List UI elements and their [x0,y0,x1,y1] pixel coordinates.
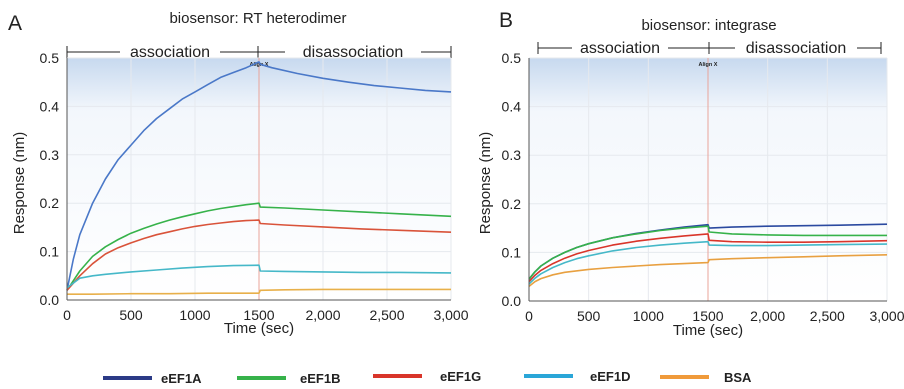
phase-label-disassociation: disassociation [303,44,404,61]
y-tick-labels: 0.0 0.1 0.2 0.3 0.4 0.5 [502,50,522,309]
y-tick-label: 0.4 [502,99,522,115]
x-axis-label: Time (sec) [224,320,294,337]
legend-label: eEF1D [590,369,630,384]
y-tick-label: 0.1 [502,244,522,260]
y-tick-label: 0.5 [40,50,60,66]
y-tick-label: 0.0 [502,293,522,309]
x-tick-label: 1000 [633,308,664,324]
phase-label-association: association [580,40,660,57]
phase-label-disassociation: disassociation [746,40,847,57]
y-tick-label: 0.1 [40,244,60,260]
chart-title: biosensor: RT heterodimer [169,10,346,27]
series-line [66,61,452,291]
x-tick-label: 500 [577,308,601,324]
x-tick-label: 0 [63,307,71,323]
y-tick-label: 0.3 [40,147,60,163]
x-tick-label: 3,000 [433,307,468,323]
y-tick-labels: 0.0 0.1 0.2 0.3 0.4 0.5 [40,50,60,308]
x-tick-labels: 0 500 1000 1500 2,000 2,500 3,000 [63,307,469,323]
y-axis-label: Response (nm) [11,132,28,235]
legend-label: eEF1G [440,369,481,384]
y-axis-label: Response (nm) [477,132,494,235]
x-tick-label: 2,500 [810,308,845,324]
x-tick-label: 3,000 [869,308,904,324]
x-tick-label: 2,500 [369,307,404,323]
series-group [528,223,888,288]
x-tick-label: 1000 [179,307,210,323]
panel-letter: B [499,9,513,32]
panel-a: A biosensor: RT heterodimer association … [8,10,469,337]
series-line [66,264,452,289]
x-tick-label: 1500 [243,307,274,323]
legend-label: BSA [724,370,752,385]
x-tick-label: 2,000 [305,307,340,323]
series-line [528,254,888,288]
x-tick-label: 0 [525,308,533,324]
legend-label: eEF1B [300,371,340,386]
series-line [66,219,452,291]
x-tick-labels: 0 500 1000 1500 2,000 2,500 3,000 [525,308,904,324]
panel-letter: A [8,12,22,35]
y-tick-label: 0.0 [40,292,60,308]
x-tick-label: 1500 [692,308,723,324]
legend-item: eEF1A [103,371,202,386]
series-line [528,233,888,283]
y-tick-label: 0.2 [40,195,60,211]
chart-title: biosensor: integrase [641,17,776,34]
phase-label-association: association [130,44,210,61]
panel-b: B biosensor: integrase association disas… [477,9,904,339]
series-group [66,61,452,295]
phase-brackets: association disassociation [537,38,882,57]
legend-item: eEF1G [373,369,481,384]
x-axis-label: Time (sec) [673,322,743,339]
legend: eEF1A eEF1B eEF1G eEF1D BSA [103,369,752,386]
series-line [528,225,887,280]
phase-brackets: association disassociation [66,41,452,61]
legend-item: eEF1D [524,369,630,384]
series-line [67,288,451,295]
x-tick-label: 2,000 [750,308,785,324]
y-tick-label: 0.2 [502,196,522,212]
legend-item: eEF1B [237,371,340,386]
y-tick-label: 0.5 [502,50,522,66]
legend-label: eEF1A [161,371,202,386]
legend-item: BSA [660,370,752,385]
y-tick-label: 0.4 [40,98,60,114]
align-marker-label: Align X [699,62,718,68]
align-marker-label: Align X [250,62,269,68]
x-tick-label: 500 [119,307,143,323]
series-line [66,202,452,291]
y-tick-label: 0.3 [502,147,522,163]
series-line [528,240,888,285]
